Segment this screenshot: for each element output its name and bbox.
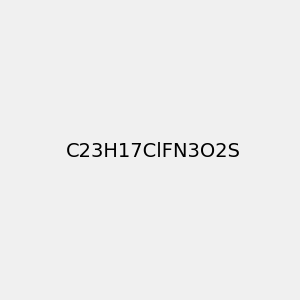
Text: C23H17ClFN3O2S: C23H17ClFN3O2S bbox=[66, 142, 241, 161]
